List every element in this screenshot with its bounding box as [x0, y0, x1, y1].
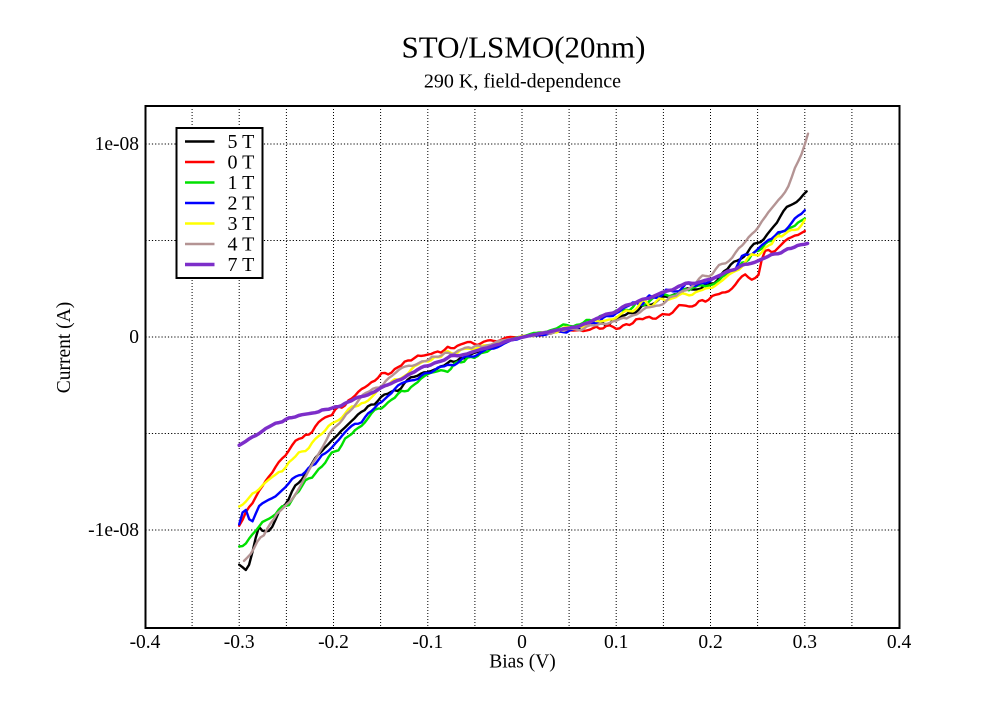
svg-text:1e-08: 1e-08 — [95, 134, 139, 155]
svg-text:4 T: 4 T — [228, 234, 255, 256]
svg-text:0.4: 0.4 — [887, 632, 912, 653]
svg-text:STO/LSMO(20nm): STO/LSMO(20nm) — [401, 30, 645, 65]
svg-text:-0.4: -0.4 — [130, 632, 161, 653]
svg-text:290 K, field-dependence: 290 K, field-dependence — [424, 71, 621, 93]
svg-text:-0.1: -0.1 — [412, 632, 443, 653]
svg-text:-0.3: -0.3 — [224, 632, 255, 653]
svg-text:5 T: 5 T — [228, 131, 255, 153]
svg-text:-0.2: -0.2 — [318, 632, 349, 653]
svg-text:3 T: 3 T — [228, 213, 255, 235]
svg-text:2 T: 2 T — [228, 193, 255, 215]
svg-text:7 T: 7 T — [228, 254, 255, 276]
svg-text:0.2: 0.2 — [698, 632, 722, 653]
svg-text:1 T: 1 T — [228, 172, 255, 194]
svg-text:0.3: 0.3 — [793, 632, 817, 653]
svg-text:Bias (V): Bias (V) — [489, 652, 556, 673]
svg-text:0: 0 — [129, 327, 139, 348]
svg-text:0: 0 — [517, 632, 527, 653]
svg-text:Current (A): Current (A) — [54, 302, 75, 394]
svg-text:-1e-08: -1e-08 — [88, 520, 139, 541]
svg-text:0.1: 0.1 — [604, 632, 628, 653]
svg-text:0 T: 0 T — [228, 152, 255, 174]
